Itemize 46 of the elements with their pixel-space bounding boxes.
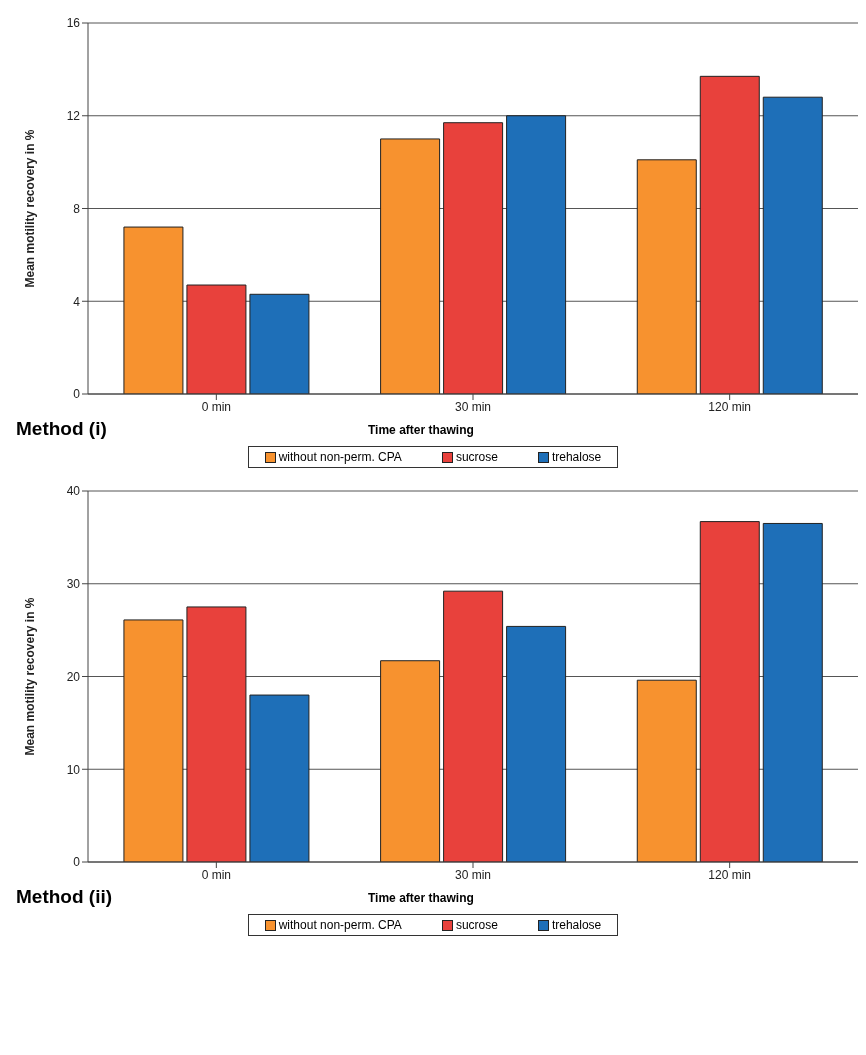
y-tick-label: 0 (73, 855, 81, 870)
y-axis-title: Mean motility recovery in % (23, 129, 38, 288)
bar (249, 694, 310, 862)
bar (186, 606, 247, 862)
bar (123, 619, 184, 862)
bar (506, 115, 567, 394)
x-tick-label: 120 min (708, 867, 752, 882)
y-tick-label: 10 (66, 762, 81, 777)
y-axis-title: Mean motility recovery in % (23, 597, 38, 756)
bar (443, 122, 504, 394)
text: Method (ii) (16, 886, 113, 908)
legend-label: without non-perm. CPA (277, 918, 402, 932)
bar (699, 75, 760, 394)
bar (636, 159, 697, 394)
bar (699, 521, 760, 862)
y-tick-label: 12 (66, 109, 81, 124)
bar (380, 138, 441, 394)
y-tick-label: 0 (73, 387, 81, 402)
x-tick-label: 120 min (708, 399, 752, 414)
x-tick-label: 30 min (454, 399, 492, 414)
bar (380, 660, 441, 862)
y-tick-label: 30 (66, 577, 81, 592)
y-tick-label: 40 (66, 484, 81, 499)
y-tick-label: 20 (66, 669, 81, 684)
bar (762, 96, 823, 394)
legend-label: without non-perm. CPA (277, 450, 402, 464)
x-tick-label: 30 min (454, 867, 492, 882)
x-axis-title: Time after thawing (368, 423, 474, 437)
bar (762, 522, 823, 862)
y-tick-label: 4 (73, 294, 81, 309)
bar (186, 284, 247, 394)
x-tick-label: 0 min (201, 867, 232, 882)
legend-label: trehalose (550, 918, 602, 932)
legend-label: trehalose (550, 450, 602, 464)
text: Method (i) (16, 418, 107, 440)
bar (506, 625, 567, 862)
x-tick-label: 0 min (201, 399, 232, 414)
legend-label: sucrose (454, 918, 498, 932)
y-tick-label: 16 (66, 16, 81, 31)
bar (249, 293, 310, 394)
x-axis-title: Time after thawing (368, 891, 474, 905)
bar (123, 226, 184, 394)
bar (636, 679, 697, 862)
bar (443, 590, 504, 862)
legend-label: sucrose (454, 450, 498, 464)
y-tick-label: 8 (73, 201, 81, 216)
